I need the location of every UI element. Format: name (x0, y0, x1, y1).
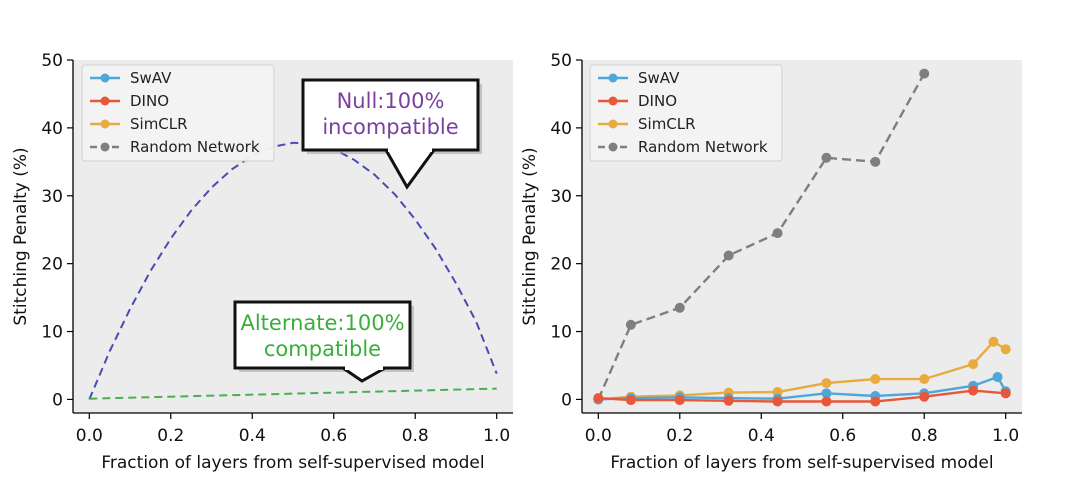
data-point (968, 385, 979, 396)
data-point (772, 228, 783, 239)
data-point (593, 393, 604, 404)
x-tick-label: 0.4 (239, 426, 266, 446)
y-tick-label: 40 (550, 119, 572, 139)
y-tick-label: 10 (550, 323, 572, 343)
x-axis-label: Fraction of layers from self-supervised … (610, 453, 993, 473)
data-point (919, 68, 930, 79)
data-point (992, 372, 1003, 383)
data-point (1000, 344, 1011, 355)
y-tick-label: 30 (41, 187, 63, 207)
legend-label: Random Network (130, 138, 260, 156)
data-point (988, 336, 999, 347)
y-tick-label: 50 (550, 51, 572, 71)
x-tick-label: 0.2 (157, 426, 184, 446)
x-tick-label: 0.0 (76, 426, 103, 446)
legend-box (589, 64, 783, 162)
legend-swatch-marker (100, 73, 110, 83)
x-tick-label: 0.2 (666, 426, 693, 446)
data-point (674, 395, 685, 406)
x-tick-label: 1.0 (483, 426, 510, 446)
y-tick-label: 0 (561, 390, 572, 410)
y-tick-label: 0 (52, 390, 63, 410)
data-point (625, 395, 636, 406)
y-tick-label: 10 (41, 323, 63, 343)
x-axis-label: Fraction of layers from self-supervised … (101, 453, 484, 473)
data-point (821, 378, 832, 389)
legend-item: DINO (90, 92, 169, 110)
legend-item: SimCLR (598, 115, 696, 133)
x-tick-label: 1.0 (992, 426, 1019, 446)
data-point (821, 396, 832, 407)
callout-text: incompatible (322, 115, 458, 139)
legend-swatch-marker (608, 96, 618, 106)
data-point (968, 359, 979, 370)
legend-item: Random Network (598, 138, 768, 156)
legend-item: SwAV (598, 69, 680, 87)
data-point (1000, 388, 1011, 399)
series-curve-1 (88, 141, 498, 400)
data-point (870, 396, 881, 407)
data-point (723, 395, 734, 406)
x-tick-label: 0.6 (829, 426, 856, 446)
callout-text: Null:100% (337, 89, 445, 113)
legend-swatch-marker (100, 142, 110, 152)
callout-box (233, 300, 412, 370)
legend-label: DINO (130, 92, 169, 110)
x-tick-label: 0.8 (911, 426, 938, 446)
data-point (821, 388, 832, 399)
series-line (598, 389, 1006, 403)
callout-text: compatible (264, 337, 381, 361)
legend-swatch-marker (100, 119, 110, 129)
series-dino (593, 385, 1011, 407)
data-point (674, 302, 685, 313)
y-tick-label: 50 (41, 51, 63, 71)
legend-item: Random Network (90, 138, 260, 156)
legend-label: SimCLR (638, 115, 696, 133)
chart-panel-2: 0.0 0.2 0.4 0.6 0.8 1.0 0 10 20 30 40 50 Fraction of… (520, 51, 1022, 473)
x-tick-label: 0.0 (585, 426, 612, 446)
data-point (870, 156, 881, 167)
legend-label: Random Network (638, 138, 768, 156)
callout-text: Alternate:100% (240, 311, 404, 335)
data-point (625, 319, 636, 330)
legend-label: SimCLR (130, 115, 188, 133)
legend-item: SimCLR (90, 115, 188, 133)
series-line (88, 141, 498, 400)
y-tick-label: 40 (41, 119, 63, 139)
data-point (723, 250, 734, 261)
legend-item: SwAV (90, 69, 172, 87)
x-tick-label: 0.8 (402, 426, 429, 446)
legend-label: SwAV (130, 69, 172, 87)
legend-swatch-marker (608, 119, 618, 129)
legend: SwAV DINO SimCLR Random Network (589, 64, 783, 162)
y-axis-label: Stitching Penalty (%) (520, 147, 540, 325)
legend-swatch-marker (608, 73, 618, 83)
x-tick-label: 0.4 (748, 426, 775, 446)
legend: SwAV DINO SimCLR Random Network (81, 64, 275, 162)
x-tick-label: 0.6 (320, 426, 347, 446)
y-tick-label: 30 (550, 187, 572, 207)
chart-panel-1: 0.0 0.2 0.4 0.6 0.8 1.0 0 10 20 30 40 50 Fraction of… (11, 51, 513, 473)
data-point (821, 152, 832, 163)
legend-label: SwAV (638, 69, 680, 87)
series-line (597, 73, 926, 400)
series-line (89, 387, 497, 400)
data-point (919, 374, 930, 385)
y-axis-label: Stitching Penalty (%) (11, 147, 31, 325)
y-tick-label: 20 (550, 255, 572, 275)
callout-1: Null:100%incompatible (301, 78, 482, 190)
legend-item: DINO (598, 92, 677, 110)
legend-label: DINO (638, 92, 677, 110)
y-tick-label: 20 (41, 255, 63, 275)
legend-box (81, 64, 275, 162)
callout-2: Alternate:100%compatible (233, 300, 414, 383)
series-curve-2 (89, 387, 497, 400)
data-point (919, 391, 930, 402)
legend-swatch-marker (608, 142, 618, 152)
data-point (772, 396, 783, 407)
legend-swatch-marker (100, 96, 110, 106)
data-point (870, 374, 881, 385)
